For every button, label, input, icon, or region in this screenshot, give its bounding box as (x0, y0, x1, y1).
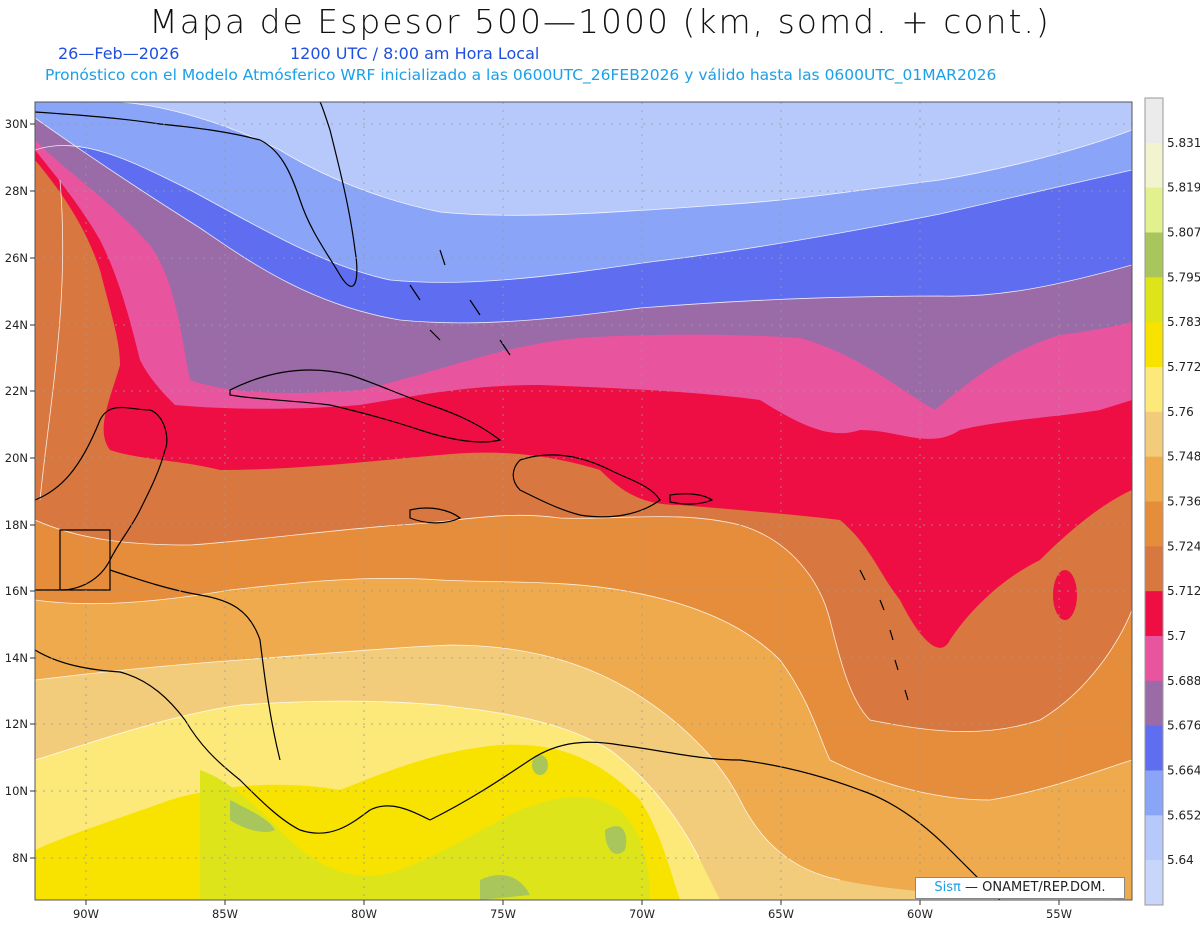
colorbar-level-label: 5.736 (1167, 495, 1200, 509)
lat-label: 10N (5, 784, 28, 798)
colorbar-level-label: 5.712 (1167, 584, 1200, 598)
lat-label: 28N (5, 184, 28, 198)
lon-label: 60W (907, 907, 933, 921)
page-title: Mapa de Espesor 500—1000 (km, somd. + co… (149, 2, 1051, 41)
colorbar-level-label: 5.831 (1167, 136, 1200, 150)
colorbar-swatch (1145, 591, 1163, 637)
band-5640 (35, 102, 1132, 216)
colorbar-swatch (1145, 770, 1163, 816)
colorbar-level-label: 5.688 (1167, 674, 1200, 688)
thickness-field (35, 102, 1132, 900)
colorbar-swatch (1145, 546, 1163, 592)
colorbar-level-label: 5.795 (1167, 270, 1200, 284)
credit-box: Sisπ — ONAMET/REP.DOM. (915, 877, 1125, 899)
colorbar-frame (1144, 97, 1164, 906)
colorbar-swatch (1145, 142, 1163, 189)
colorbar-level-label: 5.676 (1167, 719, 1200, 733)
colorbar-level-label: 5.748 (1167, 450, 1200, 464)
colorbar-swatch (1145, 725, 1163, 771)
colorbar-swatch (1145, 322, 1163, 368)
credit-text: — ONAMET/REP.DOM. (965, 880, 1106, 895)
band-5783 (200, 770, 650, 900)
colorbar-level-label: 5.724 (1167, 539, 1200, 553)
lat-label: 24N (5, 318, 28, 332)
colorbar-level-label: 5.64 (1167, 853, 1194, 867)
coastlines (35, 102, 1001, 900)
colorbar-level-label: 5.76 (1167, 405, 1194, 419)
lon-label: 80W (351, 907, 377, 921)
brand-label: Sisπ (934, 880, 961, 895)
lat-label: 12N (5, 717, 28, 731)
colorbar-swatch (1145, 98, 1163, 144)
lon-label: 65W (768, 907, 794, 921)
colorbar-swatch (1145, 456, 1163, 502)
lat-label: 20N (5, 451, 28, 465)
colorbar: 5.831 5.819 5.807 5.795 5.783 5.772 5.76 5.748 5… (1144, 97, 1200, 906)
colorbar-swatch (1145, 232, 1163, 278)
lat-label: 16N (5, 584, 28, 598)
colorbar-swatch (1145, 367, 1163, 413)
forecast-info: Pronóstico con el Modelo Atmósferico WRF… (45, 66, 997, 84)
colorbar-swatch (1145, 636, 1163, 682)
colorbar-level-label: 5.652 (1167, 808, 1200, 822)
date-label: 26—Feb—2026 (58, 44, 180, 63)
lat-label: 26N (5, 251, 28, 265)
lon-label: 75W (490, 907, 516, 921)
colorbar-level-label: 5.783 (1167, 315, 1200, 329)
lat-label: 30N (5, 117, 28, 131)
colorbar-level-label: 5.7 (1167, 629, 1186, 643)
lon-label: 90W (73, 907, 99, 921)
colorbar-swatch (1145, 411, 1163, 458)
colorbar-swatch (1145, 815, 1163, 861)
colorbar-level-label: 5.807 (1167, 226, 1200, 240)
time-label: 1200 UTC / 8:00 am Hora Local (290, 44, 540, 63)
colorbar-swatch (1145, 860, 1163, 906)
axis-ticks (30, 123, 1060, 905)
colorbar-swatch (1145, 501, 1163, 547)
colorbar-swatch (1145, 277, 1163, 323)
lat-label: 22N (5, 384, 28, 398)
lat-label: 14N (5, 651, 28, 665)
lat-label: 18N (5, 518, 28, 532)
colorbar-level-label: 5.819 (1167, 181, 1200, 195)
colorbar-swatch (1145, 187, 1163, 233)
lat-label: 8N (12, 851, 28, 865)
map-grid (35, 102, 1132, 900)
lon-label: 55W (1046, 907, 1072, 921)
colorbar-swatch (1145, 680, 1163, 727)
map-frame (34, 101, 1133, 901)
lon-label: 85W (212, 907, 238, 921)
lon-label: 70W (629, 907, 655, 921)
colorbar-level-label: 5.772 (1167, 360, 1200, 374)
colorbar-level-label: 5.664 (1167, 764, 1200, 778)
